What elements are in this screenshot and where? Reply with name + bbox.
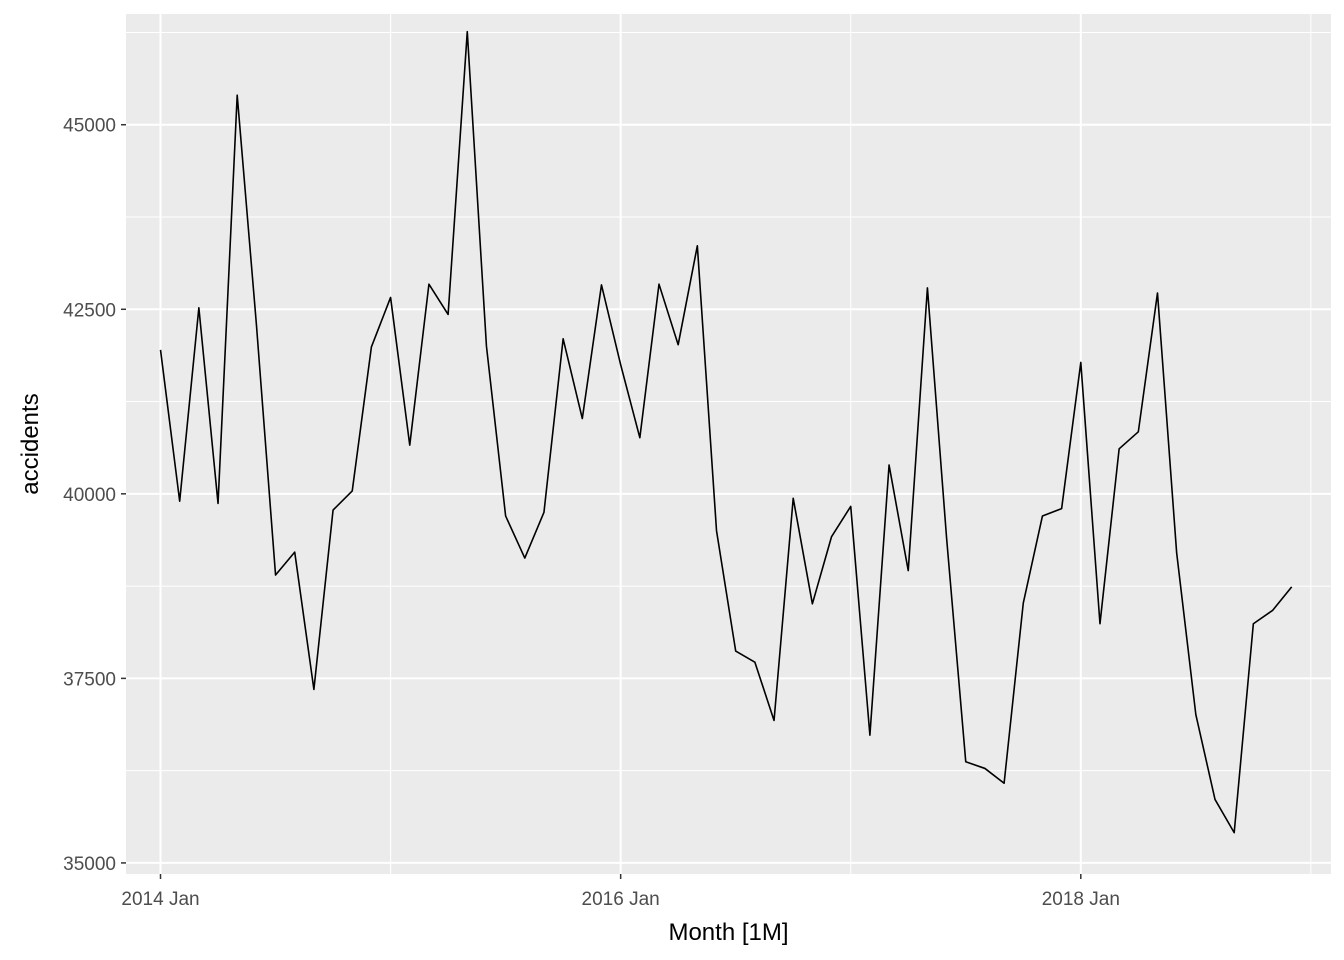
plot-panel	[126, 14, 1331, 874]
y-tick-label: 35000	[63, 854, 116, 875]
y-axis: 35000 37500 40000 42500 45000	[63, 116, 126, 875]
x-tick-label: 2018 Jan	[1042, 889, 1120, 910]
x-axis: 2014 Jan 2016 Jan 2018 Jan	[121, 874, 1120, 910]
major-gridlines	[126, 14, 1331, 874]
y-axis-title: accidents	[17, 393, 44, 494]
y-tick-label: 42500	[63, 300, 116, 321]
x-tick-label: 2014 Jan	[121, 889, 199, 910]
series-layer	[159, 30, 1293, 834]
minor-gridlines	[126, 14, 1331, 874]
x-tick-label: 2016 Jan	[582, 889, 660, 910]
y-tick-label: 45000	[63, 116, 116, 137]
series-line	[159, 30, 1293, 834]
y-tick-label: 40000	[63, 485, 116, 506]
x-axis-title: Month [1M]	[668, 919, 788, 946]
y-tick-label: 37500	[63, 669, 116, 690]
